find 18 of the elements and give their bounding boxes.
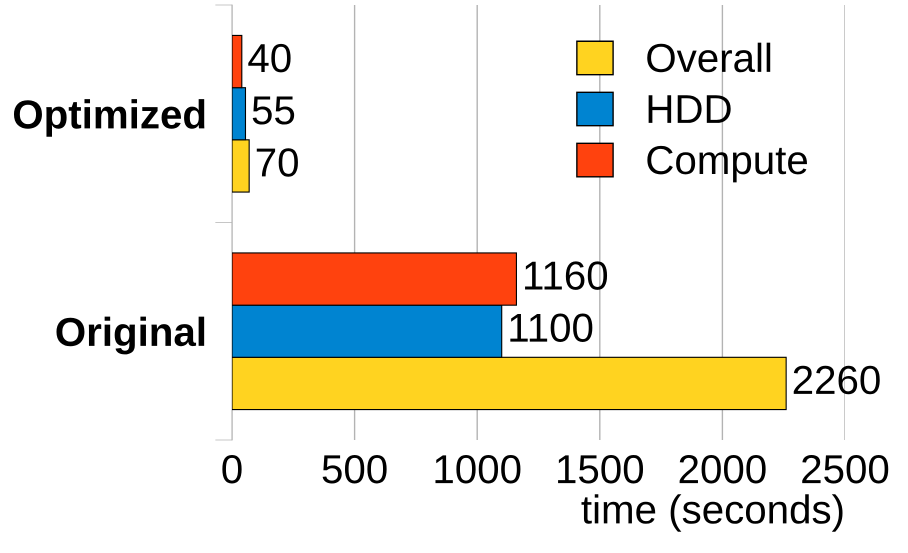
data-label: 55 <box>252 96 294 125</box>
legend-label: Overall <box>647 42 770 72</box>
x-tick-label: 500 <box>322 454 387 484</box>
legend-label: HDD <box>648 95 731 123</box>
legend-label: Compute <box>647 146 807 182</box>
data-label: 70 <box>256 148 298 177</box>
data-label: 1100 <box>510 314 592 342</box>
x-tick-label: 2000 <box>680 454 766 484</box>
data-label: 40 <box>248 44 291 72</box>
y-tick-label: Optimized <box>14 99 204 137</box>
x-tick-label: 2500 <box>802 454 888 484</box>
x-tick-label: 1500 <box>558 454 644 484</box>
data-label: 2260 <box>794 366 880 394</box>
x-axis-title: time (seconds) <box>582 494 843 532</box>
x-tick-label: 1000 <box>435 454 520 484</box>
x-tick-label: 0 <box>222 454 242 484</box>
y-tick-label: Original <box>56 316 204 354</box>
data-label: 1160 <box>525 261 608 290</box>
